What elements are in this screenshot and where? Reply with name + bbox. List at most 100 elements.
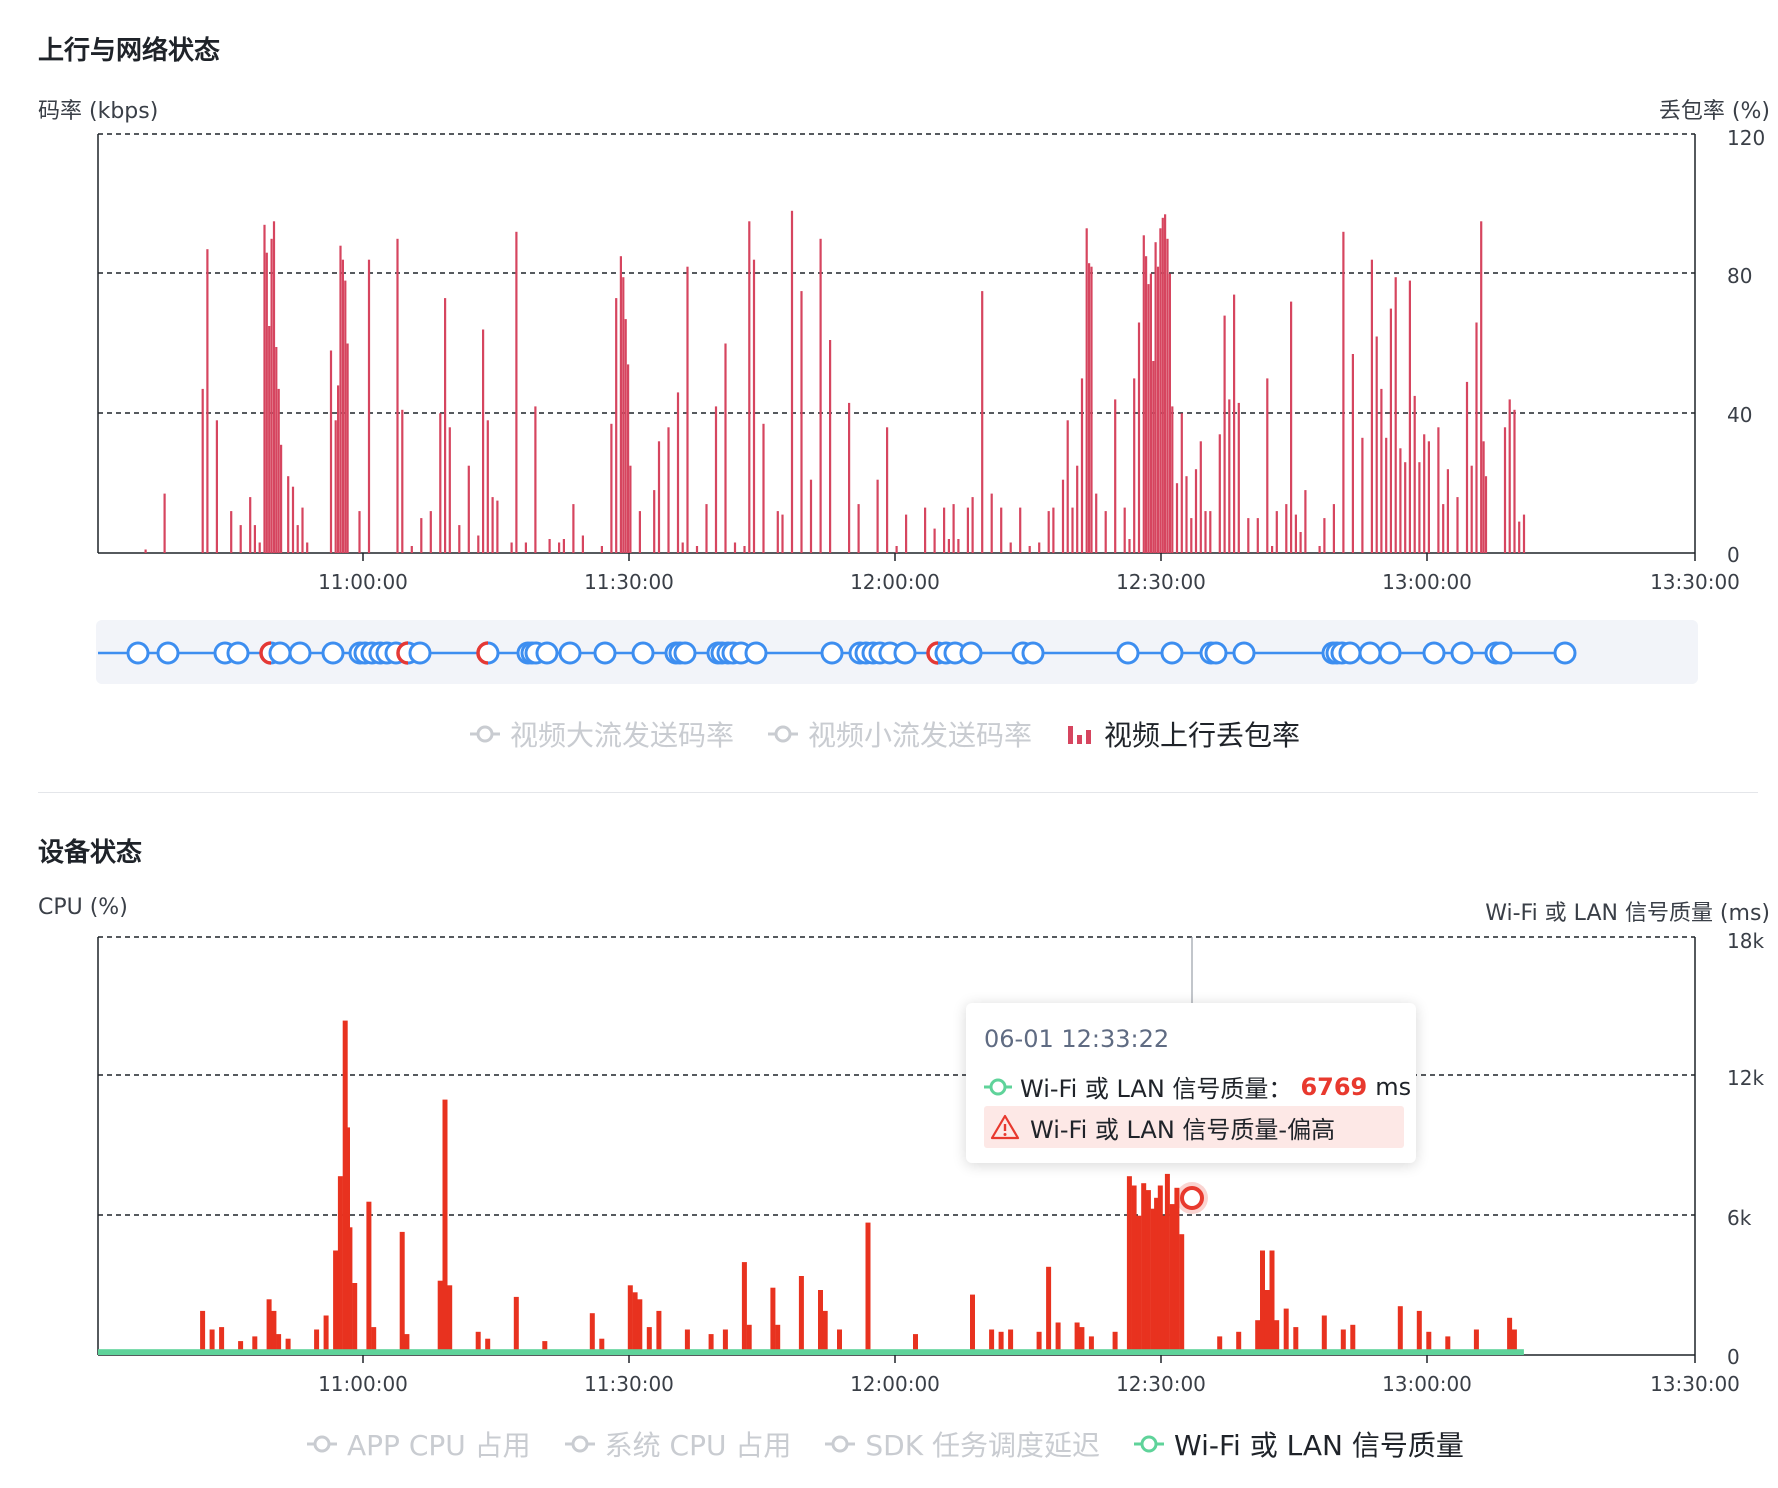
loss-rate-bar bbox=[886, 427, 889, 553]
signal-quality-bar bbox=[1169, 1204, 1175, 1355]
loss-rate-bar bbox=[448, 427, 451, 553]
chart2-right-tick: 0 bbox=[1727, 1345, 1740, 1369]
loss-rate-bar bbox=[1228, 399, 1231, 553]
legend-item-signal-quality[interactable]: Wi-Fi 或 LAN 信号质量 bbox=[1134, 1424, 1464, 1464]
loss-rate-bar bbox=[1323, 518, 1326, 553]
timeline-event-marker[interactable] bbox=[1232, 641, 1256, 665]
signal-quality-bar bbox=[656, 1310, 662, 1355]
section-divider bbox=[38, 792, 1758, 793]
timeline-event-marker[interactable] bbox=[408, 641, 432, 665]
chart2-right-tick: 18k bbox=[1727, 929, 1764, 953]
loss-rate-bar bbox=[1442, 504, 1445, 553]
loss-rate-bar bbox=[1237, 402, 1240, 553]
loss-rate-bar bbox=[681, 542, 684, 553]
loss-rate-bar bbox=[1080, 378, 1084, 553]
loss-rate-bar bbox=[895, 546, 898, 553]
timeline-event-marker[interactable] bbox=[1422, 641, 1446, 665]
timeline-event-marker[interactable] bbox=[1160, 641, 1184, 665]
signal-quality-bar bbox=[637, 1299, 643, 1355]
signal-quality-bar bbox=[1511, 1329, 1517, 1355]
timeline-event-marker[interactable] bbox=[1378, 641, 1402, 665]
loss-rate-bar bbox=[1159, 228, 1162, 554]
loss-rate-bar bbox=[1361, 437, 1364, 553]
loss-rate-bar bbox=[1156, 266, 1160, 553]
loss-rate-bar bbox=[491, 497, 494, 553]
loss-rate-bar bbox=[1128, 539, 1131, 553]
loss-rate-bar bbox=[1166, 238, 1169, 554]
timeline-event-marker[interactable] bbox=[744, 641, 768, 665]
loss-rate-bar bbox=[1256, 518, 1259, 553]
loss-rate-bar bbox=[296, 525, 299, 553]
timeline-event-marker[interactable] bbox=[893, 641, 917, 665]
chart2-right-tick: 6k bbox=[1727, 1206, 1752, 1230]
timeline-event-marker[interactable] bbox=[1553, 641, 1577, 665]
hover-point[interactable] bbox=[1180, 1186, 1204, 1210]
legend-item-video-loss-rate[interactable]: 视频上行丢包率 bbox=[1066, 714, 1300, 754]
timeline-event-marker[interactable] bbox=[156, 641, 180, 665]
loss-rate-bar bbox=[971, 497, 974, 553]
timeline-event-marker[interactable] bbox=[535, 641, 559, 665]
event-timeline-markers[interactable] bbox=[126, 641, 1577, 665]
timeline-event-marker[interactable] bbox=[1358, 641, 1382, 665]
timeline-event-marker[interactable] bbox=[126, 641, 150, 665]
loss-rate-bar bbox=[1154, 242, 1157, 553]
legend-item-video-main-bitrate[interactable]: 视频大流发送码率 bbox=[470, 714, 734, 754]
loss-rate-bar bbox=[1090, 266, 1093, 553]
timeline-event-marker[interactable] bbox=[1338, 641, 1362, 665]
timeline-event-marker[interactable] bbox=[1489, 641, 1513, 665]
loss-rate-bar bbox=[619, 256, 622, 553]
timeline-event-marker[interactable] bbox=[288, 641, 312, 665]
loss-rate-bar bbox=[339, 245, 342, 553]
loss-rate-bar bbox=[163, 493, 166, 553]
timeline-event-marker[interactable] bbox=[820, 641, 844, 665]
timeline-event-marker[interactable] bbox=[1450, 641, 1474, 665]
signal-quality-bar bbox=[684, 1329, 690, 1355]
loss-rate-bar bbox=[486, 420, 489, 553]
timeline-event-marker[interactable] bbox=[268, 641, 292, 665]
signal-quality-bar bbox=[1126, 1176, 1132, 1355]
timeline-event-marker[interactable] bbox=[1021, 641, 1045, 665]
loss-rate-bar bbox=[1247, 518, 1250, 553]
line-series-icon bbox=[564, 1435, 595, 1453]
loss-rate-bar bbox=[1518, 521, 1521, 553]
timeline-event-marker[interactable] bbox=[321, 641, 345, 665]
loss-rate-bar bbox=[624, 319, 627, 553]
loss-rate-bar bbox=[329, 350, 333, 553]
loss-rate-bar bbox=[1233, 294, 1236, 553]
loss-rate-bar bbox=[714, 406, 718, 553]
loss-rate-bar bbox=[990, 493, 993, 553]
signal-quality-bar bbox=[1136, 1215, 1142, 1355]
timeline-event-marker[interactable] bbox=[673, 641, 697, 665]
timeline-event-marker[interactable] bbox=[558, 641, 582, 665]
timeline-event-marker[interactable] bbox=[1204, 641, 1228, 665]
loss-rate-bar bbox=[1019, 507, 1022, 553]
signal-quality-bar bbox=[837, 1329, 842, 1355]
loss-rate-bar bbox=[781, 514, 784, 553]
loss-rate-bar bbox=[230, 511, 233, 553]
timeline-event-marker[interactable] bbox=[226, 641, 250, 665]
loss-rate-bar bbox=[981, 291, 984, 553]
loss-rate-bar bbox=[1088, 263, 1091, 553]
loss-rate-bar bbox=[581, 535, 584, 553]
signal-quality-bar bbox=[266, 1299, 272, 1355]
chart2-x-tick: 12:00:00 bbox=[850, 1372, 940, 1396]
signal-quality-bar bbox=[746, 1324, 752, 1355]
legend-item-app-cpu[interactable]: APP CPU 占用 bbox=[307, 1424, 531, 1464]
legend-item-system-cpu[interactable]: 系统 CPU 占用 bbox=[564, 1424, 791, 1464]
legend-item-video-sub-bitrate[interactable]: 视频小流发送码率 bbox=[768, 714, 1032, 754]
signal-quality-bar bbox=[333, 1250, 339, 1355]
loss-rate-bar bbox=[1145, 256, 1148, 553]
signal-quality-bar bbox=[1236, 1331, 1242, 1355]
loss-rate-bar bbox=[1299, 532, 1302, 553]
timeline-event-marker[interactable] bbox=[1116, 641, 1140, 665]
timeline-event-marker[interactable] bbox=[593, 641, 617, 665]
timeline-event-marker[interactable] bbox=[959, 641, 983, 665]
loss-rate-bar bbox=[1427, 441, 1430, 553]
legend-item-sdk-delay[interactable]: SDK 任务调度延迟 bbox=[825, 1424, 1100, 1464]
timeline-event-marker[interactable] bbox=[631, 641, 655, 665]
signal-quality-bar bbox=[1088, 1336, 1094, 1355]
loss-rate-bar bbox=[341, 259, 344, 553]
chart2-x-tick: 12:30:00 bbox=[1116, 1372, 1206, 1396]
loss-rate-bar bbox=[743, 546, 746, 553]
